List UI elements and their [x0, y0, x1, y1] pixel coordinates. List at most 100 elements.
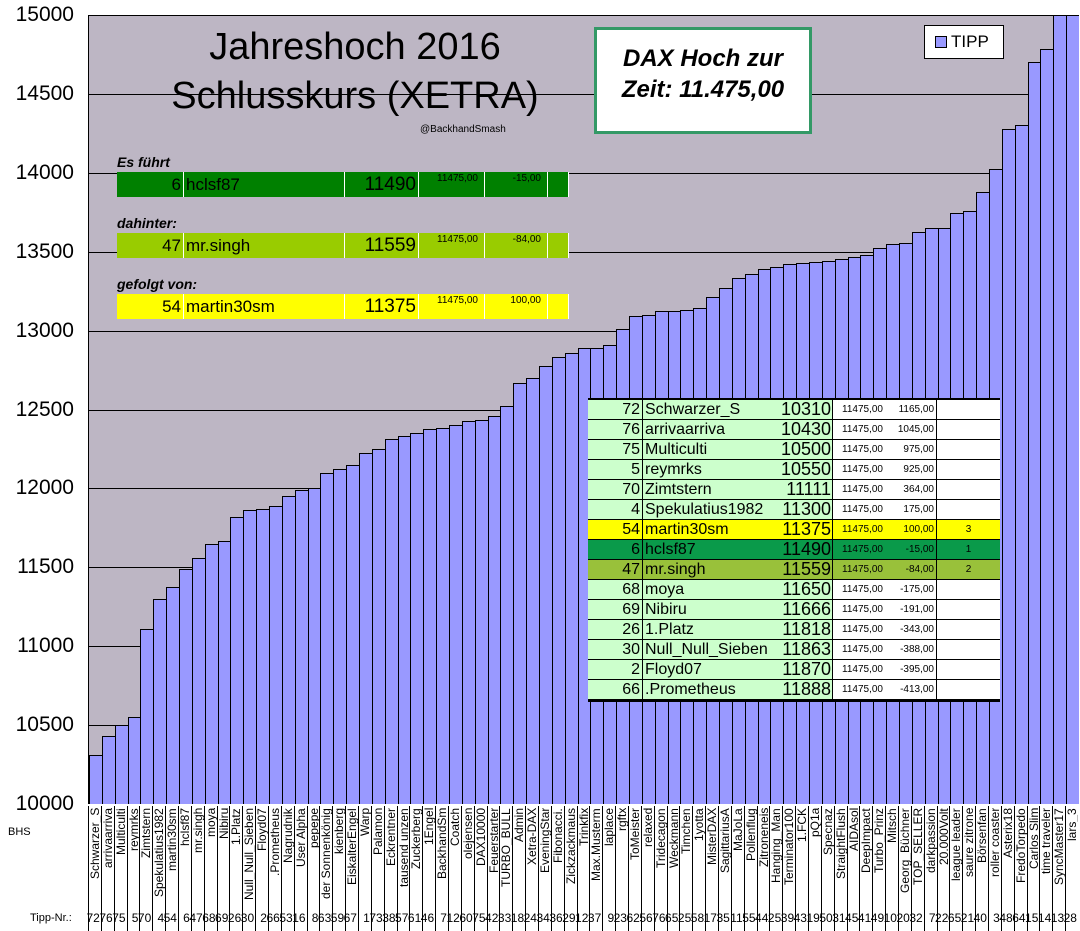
- tipp-number: 72: [86, 911, 100, 925]
- podium-nr: 6: [117, 172, 184, 197]
- table-diff: -388,00: [885, 640, 937, 659]
- category-label: moya: [204, 808, 217, 838]
- category-label: Warp: [359, 808, 371, 837]
- category-cell: Feuerstarter 42: [485, 806, 500, 931]
- category-label: Null_Null_Sieben: [243, 808, 256, 901]
- tipp-number: 13: [1050, 911, 1065, 925]
- table-nr: 26: [588, 620, 643, 639]
- podium-empty: [548, 172, 569, 197]
- category-cell: AIDAsol 45: [845, 806, 860, 931]
- podium-tipp: 11490: [345, 172, 419, 197]
- bar-SyncMaster17: [1053, 15, 1068, 804]
- bar-FredoTorpedo: [1014, 125, 1029, 804]
- table-nr: 54: [588, 520, 643, 539]
- category-label: Börsenfan: [976, 808, 989, 863]
- category-label: roller coaster: [989, 808, 1001, 878]
- category-cell: roller coaster 3: [988, 806, 1001, 931]
- tipp-number: 21: [960, 911, 975, 925]
- table-tipp: 11375: [775, 520, 833, 539]
- bar-Zuckerberg: [410, 433, 425, 804]
- podium-row: 47 mr.singh 11559 11475,00 -84,00: [117, 233, 569, 258]
- category-cell: Max.Musterm 37: [588, 806, 602, 931]
- category-label: Admin: [513, 808, 526, 843]
- table-diff: -343,00: [885, 620, 937, 639]
- tipp-number: 29: [562, 911, 576, 925]
- table-nr: 47: [588, 560, 643, 579]
- table-diff: -175,00: [885, 580, 937, 599]
- author-handle: @BackhandSmash: [420, 124, 506, 135]
- tipp-number: 34: [536, 911, 550, 925]
- table-name: reymrks: [643, 460, 775, 479]
- tipp-number: 45: [845, 911, 859, 925]
- tipp-number: 36: [549, 911, 563, 925]
- category-label: tausend unzen: [397, 808, 410, 887]
- table-dax: 11475,00: [833, 520, 885, 539]
- tipp-number: 22: [935, 911, 949, 925]
- bar-moya: [204, 543, 219, 804]
- category-label: Zitroneneis: [757, 808, 770, 868]
- category-label: MaJoLa: [731, 808, 744, 851]
- category-cell: SagittariusA 35: [716, 806, 731, 931]
- category-cell: FredoTorpedo 64: [1012, 806, 1027, 931]
- tipp-number: 73: [369, 911, 383, 925]
- table-tipp: 11888: [775, 680, 833, 699]
- category-cell: kienberg 59: [331, 806, 345, 931]
- category-cell: EveningStar 34: [536, 806, 551, 931]
- tipp-number: 44: [755, 911, 769, 925]
- bar-Feuerstarter: [487, 415, 502, 804]
- tipp-number: 63: [317, 911, 332, 925]
- tipp-number: 17: [703, 911, 717, 925]
- tipp-number: 31: [832, 911, 846, 925]
- category-label: FredoTorpedo: [1014, 808, 1027, 883]
- table-rank: 2: [937, 560, 1000, 579]
- tipp-number: 48: [999, 911, 1013, 925]
- bar-Null_Null_Sieben: [243, 510, 258, 804]
- category-label: lars_3: [1066, 808, 1079, 841]
- dax-high-line2: Zeit: 11.475,00: [621, 76, 785, 103]
- table-row: 6 hclsf87 11490 11475,00 -15,00 1: [588, 540, 1000, 560]
- table-diff: 364,00: [885, 480, 937, 499]
- table-row: 66 .Prometheus 11888 11475,00 -413,00: [588, 680, 1000, 700]
- category-label: DeepImpact: [860, 808, 873, 873]
- tipp-number: 69: [215, 911, 229, 925]
- y-tick-label: 12000: [15, 476, 74, 500]
- bar-olejensen: [461, 420, 476, 804]
- category-cell: Xetra-DAX 24: [524, 806, 539, 931]
- category-label: Spekulatius1982: [153, 808, 166, 897]
- tipp-number: 7: [440, 911, 447, 925]
- category-label: olejensen: [461, 808, 474, 860]
- table-row: 26 1.Platz 11818 11475,00 -343,00: [588, 620, 1000, 640]
- category-cell: Warp 1: [358, 806, 371, 931]
- table-row: 69 Nibiru 11666 11475,00 -191,00: [588, 600, 1000, 620]
- category-label: martin30sm: [166, 808, 179, 871]
- category-cell: Georg_Büchner 20: [896, 806, 911, 931]
- category-cell: DAX10000 75: [472, 806, 487, 931]
- category-label: Schwarzer_S: [89, 808, 101, 880]
- podium-row: 6 hclsf87 11490 11475,00 -15,00: [117, 172, 569, 197]
- table-name: Schwarzer_S: [643, 400, 775, 419]
- tipp-number: 18: [510, 911, 525, 925]
- category-label: 1.FCK: [796, 808, 809, 843]
- category-cell: lars_3 28: [1063, 806, 1079, 931]
- category-label: Zimtstern: [140, 808, 153, 859]
- tipp-number: 28: [1063, 911, 1077, 925]
- category-cell: User Alpha 16: [292, 806, 307, 931]
- bar-Multiculti: [114, 725, 129, 804]
- tipp-number: 42: [485, 911, 499, 925]
- category-label: hclsf87: [179, 808, 191, 847]
- category-label: Xetra-DAX: [526, 808, 539, 866]
- category-cell: arrivaarriva 76: [99, 806, 114, 931]
- podium-name: mr.singh: [184, 233, 345, 258]
- podium-name: martin30sm: [184, 294, 345, 319]
- category-label: Palamon: [371, 808, 384, 856]
- bar-Floyd07: [256, 508, 270, 804]
- category-label: 1.Platz: [230, 808, 243, 845]
- bar-reymrks: [127, 717, 142, 804]
- tipp-number: 2: [260, 911, 267, 925]
- tipp-number: 56: [639, 911, 653, 925]
- table-name: hclsf87: [643, 540, 775, 559]
- bar-DAX10000: [474, 419, 489, 804]
- category-label: Georg_Büchner: [899, 808, 911, 893]
- table-diff: 1045,00: [885, 420, 937, 439]
- category-cell: Timchen 25: [678, 806, 692, 931]
